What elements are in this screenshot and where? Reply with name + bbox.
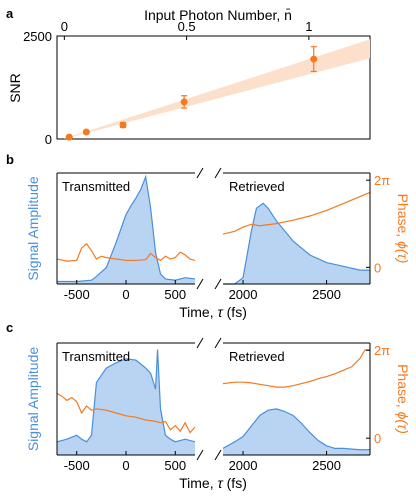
- data-point: [65, 133, 73, 141]
- phase-retrieved: [222, 191, 371, 235]
- x-axis-label-part: τ: [218, 304, 224, 320]
- axis-break-mark: [196, 449, 204, 461]
- y-axis-label-right: Phase, ϕ(τ): [395, 194, 411, 264]
- amplitude-retrieved-line: [222, 408, 370, 451]
- y-tick-label-a: 2500: [23, 29, 52, 44]
- x-tick-label: 0: [122, 458, 129, 473]
- plot-area-c: -500 0 500 2000 2500 2π 0 Transmitted Retrieved S…: [25, 337, 411, 491]
- phase-label-symbol: ϕ(τ): [395, 241, 411, 263]
- x-tick-label: 2500: [312, 458, 341, 473]
- axis-break-mark: [214, 167, 222, 179]
- x-axis-label: Time, τ (fs): [179, 475, 247, 491]
- retrieved-title: Retrieved: [229, 349, 285, 364]
- amplitude-retrieved-fill: [223, 203, 370, 284]
- panel-c: c -500 0 500 2000 2500 2π 0 Transmitted Retrieve…: [6, 320, 411, 491]
- top-tick-label-a: 0.5: [178, 19, 196, 34]
- phase-label-text: Phase,: [395, 194, 411, 241]
- x-tick-label: 2000: [229, 287, 258, 302]
- phase-transmitted: [56, 392, 196, 434]
- y-axis-label-a: SNR: [7, 73, 23, 103]
- y-axis-label-left: Signal Amplitude: [25, 347, 41, 452]
- top-axis-label: Input Photon Number, n̄: [144, 7, 292, 23]
- phase-label-symbol: ϕ(τ): [395, 412, 411, 434]
- top-tick-label-a: 0: [61, 19, 68, 34]
- axis-break-mark: [196, 278, 204, 290]
- amplitude-transmitted-line: [56, 349, 196, 443]
- amplitude-transmitted-line: [57, 174, 196, 283]
- retrieved-title: Retrieved: [229, 179, 285, 194]
- plot-area-b: -500 0 500 2000 2500 2π 0 Transmitted Retrieved S…: [25, 167, 411, 320]
- plot-area-a: 0 2500 0 0.5 1: [23, 19, 370, 147]
- x-axis-label-part: τ: [218, 475, 224, 491]
- axis-break-mark: [214, 278, 222, 290]
- plot-frame-a: [56, 35, 371, 140]
- x-axis-label: Time, τ (fs): [179, 304, 247, 320]
- x-tick-label: 500: [164, 458, 186, 473]
- phase-retrieved: [222, 349, 370, 388]
- axis-break-mark: [196, 337, 204, 349]
- x-axis-label-part: Time,: [179, 304, 217, 320]
- amplitude-retrieved-line: [223, 202, 370, 285]
- x-tick-label: -500: [64, 458, 90, 473]
- x-tick-label: -500: [64, 287, 90, 302]
- phase-tick-label: 0: [374, 260, 381, 275]
- axis-break-mark: [214, 337, 222, 349]
- amplitude-transmitted-fill: [57, 349, 195, 455]
- x-tick-label: 2000: [229, 458, 258, 473]
- x-axis-label-part: (fs): [223, 475, 247, 491]
- top-tick-label-a: 1: [305, 19, 312, 34]
- x-tick-label: 0: [122, 287, 129, 302]
- transmitted-title: Transmitted: [62, 179, 130, 194]
- x-axis-label-part: Time,: [179, 475, 217, 491]
- data-point: [310, 55, 318, 63]
- amplitude-transmitted-fill: [57, 176, 195, 284]
- data-point: [119, 121, 127, 129]
- y-tick-label-a: 0: [45, 132, 52, 147]
- phase-transmitted: [56, 242, 196, 262]
- panel-b: b -500 0 500 2000 2500 2π 0 Transmitted Retrieve…: [6, 152, 411, 320]
- fit-band: [64, 39, 370, 139]
- data-point: [180, 98, 188, 106]
- data-point: [82, 128, 90, 136]
- phase-tick-label: 2π: [374, 173, 390, 188]
- axis-break-mark: [196, 167, 204, 179]
- panel-letter-b: b: [6, 152, 14, 167]
- panel-a: a Input Photon Number, n̄ SNR 0 2500 0 0.5 1: [6, 6, 371, 147]
- phase-label-text: Phase,: [395, 364, 411, 411]
- phase-tick-label: 0: [374, 431, 381, 446]
- x-axis-label-part: (fs): [223, 304, 247, 320]
- axis-break-mark: [214, 449, 222, 461]
- y-axis-label-right: Phase, ϕ(τ): [395, 364, 411, 434]
- y-axis-label-left: Signal Amplitude: [25, 176, 41, 281]
- panel-letter-c: c: [6, 320, 13, 335]
- transmitted-title: Transmitted: [62, 349, 130, 364]
- amplitude-retrieved-fill: [223, 408, 370, 455]
- phase-tick-label: 2π: [374, 343, 390, 358]
- x-tick-label: 2500: [312, 287, 341, 302]
- panel-letter-a: a: [6, 6, 14, 21]
- x-tick-label: 500: [164, 287, 186, 302]
